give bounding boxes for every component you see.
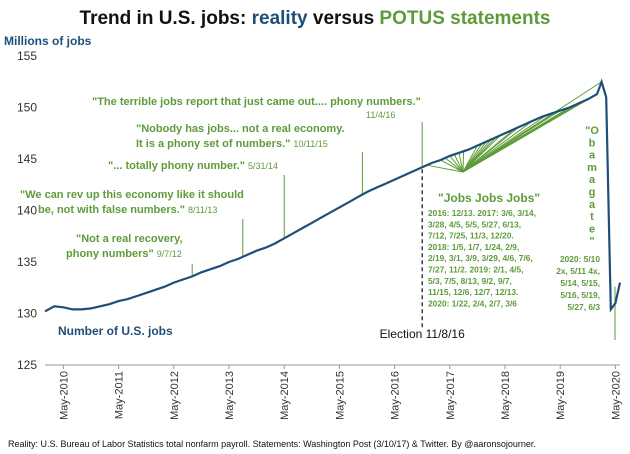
jobs-fan-line-25 xyxy=(462,93,598,173)
x-tick-label: May-2014 xyxy=(279,371,291,420)
jobs-fan-line-16 xyxy=(462,120,533,173)
annotation-q1: "Not a real recovery, phony numbers" 9/7/… xyxy=(66,233,183,260)
x-tick-label: May-2011 xyxy=(114,371,126,419)
y-axis: 125 130 135 140 145 150 155 xyxy=(17,49,37,372)
x-tick-label: May-2017 xyxy=(445,371,457,420)
q2-line-1: "We can rev up this economy like it shou… xyxy=(20,189,244,201)
jobs-fan-line-13 xyxy=(462,134,501,173)
jobs-fan-line-5 xyxy=(453,154,464,173)
jobs-fan-line-1 xyxy=(426,164,464,173)
y-tick-label: 135 xyxy=(17,255,37,269)
y-tick-label: 125 xyxy=(17,358,37,372)
x-tick-label: May-2013 xyxy=(224,371,236,420)
jobs-dates-line: 11/15, 12/6, 12/7, 12/13. xyxy=(428,287,518,297)
y-axis-title: Millions of jobs xyxy=(4,34,92,48)
obamagate-letter: " xyxy=(589,236,594,248)
obamagate-dates-line: 2x, 5/11 4x, xyxy=(556,266,600,276)
x-tick-label: May-2012 xyxy=(169,371,181,420)
q1-line-2: phony numbers" 9/7/12 xyxy=(66,248,182,260)
series-label: Number of U.S. jobs xyxy=(58,324,173,338)
obamagate-letter: e xyxy=(589,223,595,235)
x-tick-label: May-2018 xyxy=(500,371,512,420)
jobs-fan-line-26 xyxy=(462,81,602,173)
obamagate-letter: a xyxy=(589,174,596,186)
y-tick-label: 155 xyxy=(17,49,37,63)
obamagate-letter: g xyxy=(589,187,596,199)
q5-date: 11/4/16 xyxy=(366,110,395,120)
x-axis: May-2010 May-2011 May-2012 May-2013 May-2014… xyxy=(58,365,622,420)
x-tick-label: May-2019 xyxy=(555,371,567,420)
q3-line-1: "... totally phony number." 5/31/14 xyxy=(108,160,278,172)
annotation-q3: "... totally phony number." 5/31/14 xyxy=(108,160,278,172)
x-tick-label: May-2016 xyxy=(390,371,402,420)
jobs-dates-line: 2020: 1/22, 2/4, 2/7, 3/6 xyxy=(428,298,517,308)
jobs-fan-line-2 xyxy=(440,159,464,173)
jobs-dates-line: 3/28, 4/5, 5/5, 5/27, 6/13, xyxy=(428,219,521,229)
obamagate-letter: a xyxy=(589,150,596,162)
obamagate-letter: a xyxy=(589,199,596,211)
source-note: Reality: U.S. Bureau of Labor Statistics… xyxy=(8,439,536,449)
jobs-dates-line: 7/12, 7/25, 11/3, 12/20. xyxy=(428,231,514,241)
q1-line-1: "Not a real recovery, xyxy=(76,233,183,245)
jobs-fan-line-3 xyxy=(444,157,464,173)
obamagate-letter: "O xyxy=(585,125,599,137)
y-tick-label: 145 xyxy=(17,152,37,166)
election-label: Election 11/8/16 xyxy=(380,327,465,341)
obamagate-letter: t xyxy=(590,211,594,223)
jobs-dates-line: 5/3, 7/5, 8/13, 9/2, 9/7, xyxy=(428,276,512,286)
jobs-dates-block: 2016: 12/13. 2017: 3/6, 3/14,3/28, 4/5, … xyxy=(428,208,536,308)
jobs-series-line xyxy=(44,78,622,313)
jobs-dates-line: 2018: 1/5, 1/7, 1/24, 2/9, xyxy=(428,242,519,252)
jobs-fan-line-15 xyxy=(462,126,520,173)
x-tick-label: May-2015 xyxy=(334,371,346,420)
jobs-fan-line-6 xyxy=(458,152,464,173)
title-part-1: Trend in U.S. jobs: xyxy=(80,8,252,29)
x-tick-label: May-2020 xyxy=(610,371,622,420)
q4-line-2: It is a phony set of numbers." 10/11/15 xyxy=(136,138,328,150)
q4-line-1: "Nobody has jobs... not a real economy. xyxy=(136,123,345,135)
jobs-dates-line: 2016: 12/13. 2017: 3/6, 3/14, xyxy=(428,208,536,218)
title-part-4: POTUS statements xyxy=(379,8,550,29)
annotation-q5: "The terrible jobs report that just came… xyxy=(92,96,421,120)
obamagate-letter: m xyxy=(587,162,597,174)
chart-title: Trend in U.S. jobs: reality versus POTUS… xyxy=(80,8,551,29)
y-tick-label: 130 xyxy=(17,307,37,321)
jobs-dates-line: 2/19, 3/1, 3/9, 3/29, 4/6, 7/6, xyxy=(428,253,533,263)
obamagate-dates-block: 2020: 5/10 2x, 5/11 4x, 5/14, 5/15, 5/16, 5… xyxy=(556,254,600,312)
jobs-dates-line: 7/27, 11/2. 2019: 2/1, 4/5, xyxy=(428,265,523,275)
x-tick-label: May-2010 xyxy=(58,371,70,420)
obamagate-letter: b xyxy=(589,137,596,149)
annotation-q4: "Nobody has jobs... not a real economy. … xyxy=(136,123,345,150)
obamagate-dates-line: 5/16, 5/19, xyxy=(560,290,600,300)
q5-line-1: "The terrible jobs report that just came… xyxy=(92,96,421,108)
q2-line-2: be, not with false numbers." 8/11/13 xyxy=(38,204,217,216)
jobs-fan-line-4 xyxy=(449,155,464,173)
annotation-q2: "We can rev up this economy like it shou… xyxy=(20,189,244,216)
title-part-2: reality xyxy=(252,8,308,29)
jobs-jobs-jobs-header: "Jobs Jobs Jobs" xyxy=(438,191,540,205)
jobs-fan-line-7 xyxy=(462,151,465,173)
y-tick-label: 140 xyxy=(17,204,37,218)
title-part-3: versus xyxy=(308,8,380,29)
y-tick-label: 150 xyxy=(17,101,37,115)
obamagate-dates-line: 5/27, 6/3 xyxy=(567,302,600,312)
annotation-connectors xyxy=(191,81,616,340)
obamagate-dates-line: 2020: 5/10 xyxy=(560,254,600,264)
obamagate-dates-line: 5/14, 5/15, xyxy=(560,278,600,288)
